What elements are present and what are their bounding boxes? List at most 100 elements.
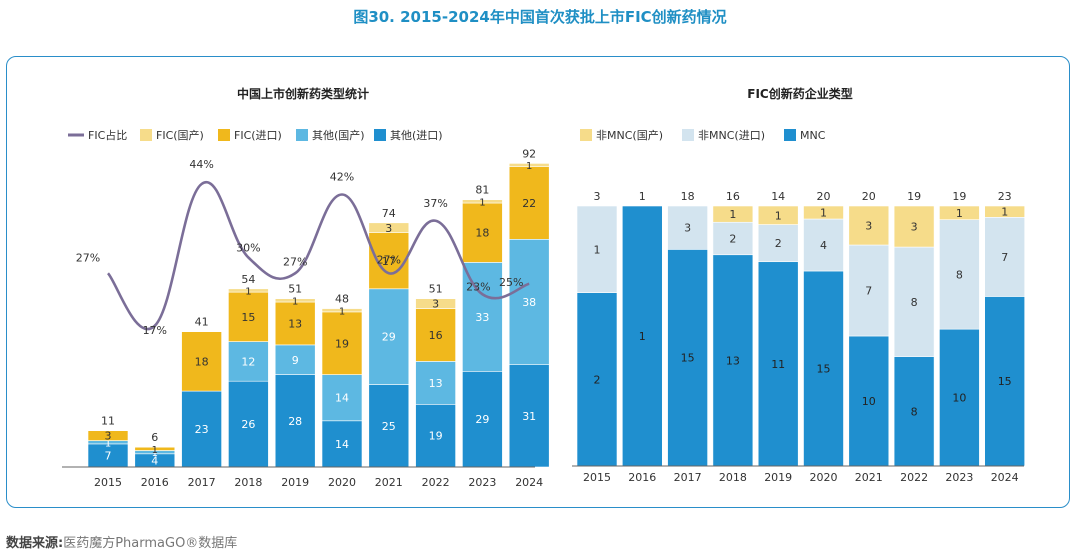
x-tick-label: 2021 [855, 471, 883, 484]
bar-value-label: 18 [475, 227, 489, 240]
bar-value-label: 12 [241, 355, 255, 368]
bar-非MNC(进口)-2023 [939, 219, 980, 330]
x-tick-label: 2019 [764, 471, 792, 484]
fic-ratio-path [106, 180, 530, 331]
legend-label-3: 其他(国产) [312, 128, 365, 142]
right-legend-swatch-2 [784, 129, 796, 141]
bar-value-label: 15 [681, 352, 695, 365]
bar-FIC(进口)-2015 [87, 430, 129, 441]
x-tick-label: 2021 [375, 476, 403, 489]
left-chart-title: 中国上市创新药类型统计 [237, 86, 369, 101]
x-tick-label: 2022 [900, 471, 928, 484]
bar-value-label: 13 [288, 317, 302, 330]
bar-非MNC(国产)-2023 [939, 205, 980, 220]
bar-其他(进口)-2022 [415, 403, 456, 468]
bar-total-label: 11 [101, 415, 115, 428]
bar-非MNC(进口)-2020 [803, 218, 844, 272]
bar-value-label: 1 [339, 306, 345, 317]
bar-value-label: 3 [432, 298, 439, 311]
bar-MNC-2022 [893, 356, 935, 467]
bar-value-label: 17 [382, 255, 396, 268]
legend-label-0: FIC占比 [88, 128, 127, 142]
chart-frame [6, 56, 1070, 508]
left-x-axis: 2015 2016 2017 2018 2019 2020 2021 2022 2023 2024 [62, 466, 543, 489]
source-label: 数据来源: [6, 536, 64, 551]
x-tick-label: 2015 [94, 476, 122, 489]
bar-total-label: 19 [907, 190, 921, 203]
bar-total-label: 14 [771, 190, 785, 203]
fic-ratio-label: 27% [76, 251, 100, 264]
bar-value-label: 4 [151, 454, 158, 467]
legend-label-2: FIC(进口) [234, 129, 282, 142]
bar-value-label: 4 [820, 239, 827, 252]
bar-FIC(国产)-2020 [321, 308, 363, 313]
bar-value-label: 19 [429, 430, 443, 443]
bar-MNC-2018 [712, 254, 754, 467]
bar-FIC(进口)-2022 [415, 308, 456, 362]
bar-value-label: 1 [245, 286, 251, 297]
x-tick-label: 2023 [945, 471, 973, 484]
bar-total-label: 92 [522, 147, 536, 160]
bar-value-label: 1 [479, 197, 485, 208]
bar-FIC(进口)-2017 [181, 331, 222, 392]
bar-FIC(国产)-2022 [415, 298, 456, 309]
bar-value-label: 2 [729, 233, 736, 246]
bar-total-label: 18 [681, 190, 695, 203]
bar-value-label: 29 [382, 331, 396, 344]
legend-swatch-2 [218, 129, 230, 141]
bar-FIC(国产)-2018 [228, 288, 269, 293]
bar-value-label: 25 [382, 420, 396, 433]
fic-ratio-label: 30% [236, 242, 260, 255]
x-tick-label: 2017 [674, 471, 702, 484]
bar-total-label: 41 [195, 316, 209, 329]
bar-value-label: 38 [522, 296, 536, 309]
bar-value-label: 28 [288, 415, 302, 428]
x-tick-label: 2015 [583, 471, 611, 484]
bar-value-label: 3 [105, 430, 112, 443]
bar-MNC-2023 [939, 328, 980, 467]
bar-value-label: 1 [639, 330, 646, 343]
bar-非MNC(进口)-2017 [667, 205, 708, 250]
bar-total-label: 81 [475, 184, 489, 197]
left-legend: FIC占比 FIC(国产) FIC(进口) 其他(国产) 其他(进口) [68, 128, 443, 142]
bar-FIC(国产)-2021 [368, 222, 410, 234]
source-text: 医药魔方PharmaGO®数据库 [63, 536, 238, 551]
bar-MNC-2016 [621, 205, 663, 467]
right-legend-label-0: 非MNC(国产) [596, 128, 663, 142]
bar-其他(国产)-2024 [508, 239, 550, 366]
bar-value-label: 3 [684, 222, 691, 235]
bar-total-label: 20 [817, 190, 831, 203]
bar-value-label: 7 [865, 285, 872, 298]
bar-value-label: 8 [911, 296, 918, 309]
figure-title: 图30. 2015-2024年中国首次获批上市FIC创新药情况 [353, 8, 727, 26]
legend-swatch-4 [374, 129, 386, 141]
bar-value-label: 3 [385, 222, 392, 235]
bar-total-label: 16 [726, 190, 740, 203]
bar-非MNC(国产)-2020 [803, 205, 844, 220]
x-tick-label: 2024 [515, 476, 543, 489]
bar-value-label: 7 [105, 449, 112, 462]
bar-value-label: 15 [817, 363, 831, 376]
bar-非MNC(国产)-2022 [893, 205, 935, 248]
bar-其他(进口)-2020 [321, 420, 363, 468]
bar-value-label: 14 [335, 438, 349, 451]
fic-ratio-label: 25% [499, 276, 523, 289]
bar-value-label: 11 [771, 358, 785, 371]
bar-FIC(进口)-2021 [368, 232, 410, 290]
bar-value-label: 14 [335, 392, 349, 405]
bar-value-label: 8 [911, 405, 918, 418]
bar-total-label: 51 [288, 283, 302, 296]
right-legend: 非MNC(国产) 非MNC(进口) MNC [580, 128, 826, 142]
legend-label-1: FIC(国产) [156, 128, 204, 142]
right-bars: 2131115318132116112114154120107320883191… [576, 190, 1026, 467]
fic-ratio-label: 44% [189, 158, 213, 171]
bar-MNC-2020 [803, 270, 844, 467]
bar-value-label: 13 [726, 354, 740, 367]
x-tick-label: 2020 [328, 476, 356, 489]
right-x-axis: 2015 2016 2017 2018 2019 2020 2021 2022 2023 2024 [572, 465, 1024, 484]
legend-swatch-3 [296, 129, 308, 141]
fic-ratio-label: 23% [466, 280, 490, 293]
bar-total-label: 19 [952, 190, 966, 203]
source-note: 数据来源:医药魔方PharmaGO®数据库 [6, 532, 237, 551]
bar-value-label: 1 [1001, 206, 1008, 219]
